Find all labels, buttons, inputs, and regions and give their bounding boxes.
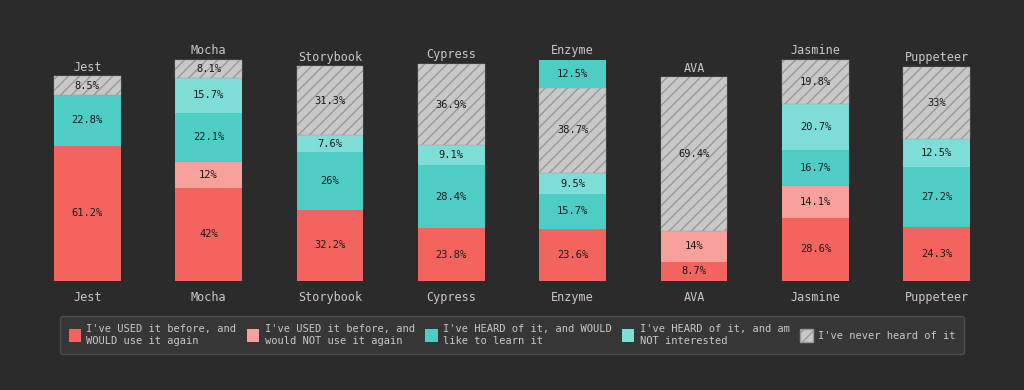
Bar	[418, 165, 484, 228]
Text: Jest: Jest	[73, 291, 101, 304]
Text: 16.7%: 16.7%	[800, 163, 831, 173]
Text: Mocha: Mocha	[190, 291, 226, 304]
Text: 12.5%: 12.5%	[557, 69, 589, 79]
Text: 38.7%: 38.7%	[557, 125, 589, 135]
Text: Puppeteer: Puppeteer	[905, 51, 969, 64]
Bar	[540, 87, 606, 173]
Bar	[903, 140, 970, 167]
Text: 36.9%: 36.9%	[435, 99, 467, 110]
Bar	[54, 145, 121, 281]
Text: 9.1%: 9.1%	[439, 151, 464, 160]
Text: AVA: AVA	[683, 62, 705, 75]
Text: 20.7%: 20.7%	[800, 122, 831, 132]
Text: 12%: 12%	[200, 170, 218, 180]
Bar	[297, 152, 364, 210]
Text: 33%: 33%	[928, 98, 946, 108]
Legend: I've USED it before, and
WOULD use it again, I've USED it before, and
would NOT : I've USED it before, and WOULD use it ag…	[60, 316, 964, 354]
Text: 69.4%: 69.4%	[679, 149, 710, 159]
Text: 61.2%: 61.2%	[72, 208, 102, 218]
Text: Enzyme: Enzyme	[551, 44, 594, 57]
Text: Enzyme: Enzyme	[551, 291, 594, 304]
Text: Storybook: Storybook	[298, 291, 362, 304]
Text: 8.1%: 8.1%	[196, 64, 221, 74]
Bar	[540, 194, 606, 229]
Text: 42%: 42%	[200, 229, 218, 239]
Bar	[175, 113, 242, 161]
Bar	[540, 173, 606, 194]
Text: 23.8%: 23.8%	[435, 250, 467, 259]
Bar	[418, 145, 484, 165]
Text: 31.3%: 31.3%	[314, 96, 345, 106]
Text: 23.6%: 23.6%	[557, 250, 589, 260]
Bar	[297, 135, 364, 152]
Bar	[782, 150, 849, 186]
Bar	[540, 229, 606, 281]
Bar	[175, 60, 242, 78]
Text: Puppeteer: Puppeteer	[905, 291, 969, 304]
Bar	[903, 67, 970, 140]
Bar	[297, 210, 364, 281]
Text: 15.7%: 15.7%	[557, 206, 589, 216]
Text: 8.7%: 8.7%	[682, 266, 707, 276]
Bar	[903, 227, 970, 281]
Bar	[297, 66, 364, 135]
Text: Mocha: Mocha	[190, 44, 226, 57]
Bar	[660, 77, 727, 230]
Text: 28.4%: 28.4%	[435, 192, 467, 202]
Text: 26%: 26%	[321, 176, 339, 186]
Text: 19.8%: 19.8%	[800, 77, 831, 87]
Text: 32.2%: 32.2%	[314, 240, 345, 250]
Text: Jest: Jest	[73, 61, 101, 74]
Text: 7.6%: 7.6%	[317, 139, 342, 149]
Text: Cypress: Cypress	[426, 291, 476, 304]
Bar	[782, 218, 849, 281]
Text: 22.1%: 22.1%	[193, 132, 224, 142]
Text: AVA: AVA	[683, 291, 705, 304]
Text: 15.7%: 15.7%	[193, 90, 224, 100]
Bar	[175, 161, 242, 188]
Bar	[418, 64, 484, 145]
Bar	[54, 76, 121, 95]
Text: 14.1%: 14.1%	[800, 197, 831, 207]
Text: 12.5%: 12.5%	[922, 148, 952, 158]
Text: Storybook: Storybook	[298, 51, 362, 64]
Bar	[903, 167, 970, 227]
Text: Jasmine: Jasmine	[791, 291, 841, 304]
Text: Jasmine: Jasmine	[791, 44, 841, 57]
Text: 9.5%: 9.5%	[560, 179, 585, 188]
Bar	[660, 262, 727, 281]
Bar	[782, 104, 849, 150]
Text: 27.2%: 27.2%	[922, 192, 952, 202]
Bar	[540, 60, 606, 87]
Text: Cypress: Cypress	[426, 48, 476, 61]
Bar	[418, 228, 484, 281]
Text: 14%: 14%	[685, 241, 703, 251]
Text: 22.8%: 22.8%	[72, 115, 102, 126]
Text: 28.6%: 28.6%	[800, 244, 831, 254]
Bar	[175, 78, 242, 113]
Text: 8.5%: 8.5%	[75, 81, 99, 91]
Bar	[782, 60, 849, 104]
Bar	[175, 188, 242, 281]
Bar	[54, 95, 121, 145]
Bar	[660, 230, 727, 262]
Bar	[782, 186, 849, 218]
Text: 24.3%: 24.3%	[922, 249, 952, 259]
